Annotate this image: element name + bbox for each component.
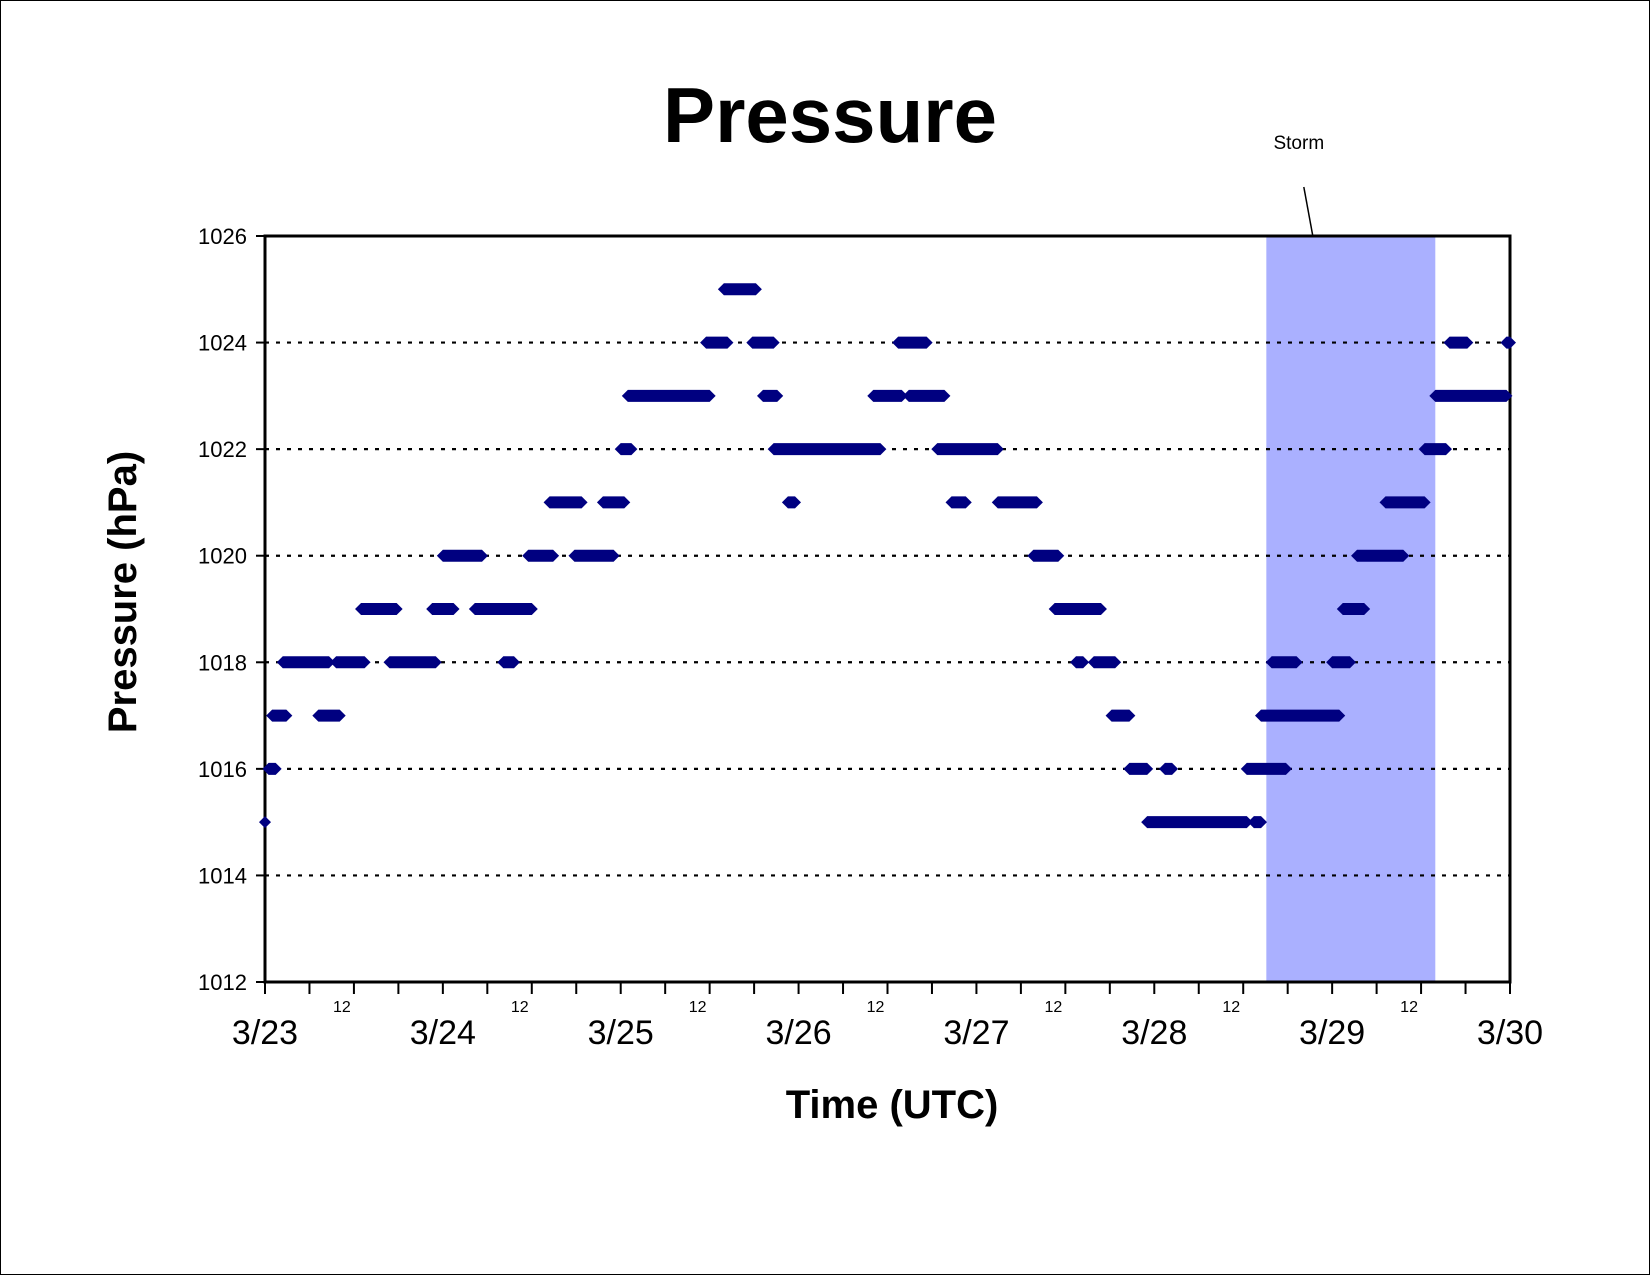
data-point-run [330,656,371,669]
data-point-run [355,603,403,615]
data-point-run [1158,762,1179,775]
x-noon-label: 12 [511,999,529,1016]
x-noon-label: 12 [867,999,885,1016]
x-noon-label: 12 [1222,999,1240,1016]
data-point-run [892,336,933,349]
y-tick-label: 1012 [198,970,247,995]
storm-label: Storm [1273,133,1324,154]
y-tick-label: 1018 [198,650,247,675]
data-point-run [614,443,638,456]
data-point-run [781,496,802,509]
data-point-run [262,762,282,775]
y-axis-title: Pressure (hPa) [101,451,145,733]
data-point-run [596,496,631,509]
data-point-run [1418,443,1452,456]
data-point [259,816,271,829]
x-date-label: 3/23 [232,1014,298,1052]
data-point-run [1141,816,1253,829]
data-point-run [522,549,560,562]
data-point-run [931,443,1004,456]
data-point-run [1027,549,1065,562]
data-point-run [266,709,293,722]
y-tick-label: 1016 [198,757,247,782]
data-point-run [312,709,346,722]
x-noon-label: 12 [1044,999,1062,1016]
data-point-run [1500,336,1516,349]
data-point-run [991,496,1043,509]
data-point-run [1123,762,1154,775]
data-point-run [383,656,442,669]
data-point-run [543,496,588,509]
x-date-label: 3/29 [1299,1014,1365,1052]
data-point-run [746,336,780,349]
x-date-label: 3/24 [410,1014,476,1052]
x-date-label: 3/30 [1477,1014,1543,1052]
data-point-run [1048,603,1107,615]
y-tick-label: 1020 [198,544,247,569]
data-point-run [1265,656,1303,669]
x-date-label: 3/27 [943,1014,1009,1052]
x-noon-label: 12 [1400,999,1418,1016]
data-point-run [468,603,538,615]
data-point-run [1336,603,1371,615]
x-date-label: 3/25 [588,1014,654,1052]
data-point-run [1429,389,1513,402]
storm-pointer-line [1303,186,1314,237]
data-point-run [1351,549,1410,562]
data-point-run [497,656,520,669]
data-point-run [945,496,972,509]
x-noon-label: 12 [689,999,707,1016]
data-point-run [1240,762,1292,775]
data-point-run [700,336,734,349]
y-tick-label: 1024 [198,331,247,356]
data-point-run [1379,496,1431,509]
data-point-run [867,389,908,402]
x-date-label: 3/28 [1121,1014,1187,1052]
data-point-run [426,603,460,615]
y-tick-label: 1026 [198,224,247,249]
chart-title: Pressure [663,71,997,159]
data-point-run [1070,656,1090,669]
y-tick-label: 1014 [198,863,247,888]
data-point-run [1443,336,1474,349]
data-point-run [1326,656,1356,669]
data-point-run [757,389,784,402]
data-point-run [1255,709,1346,722]
data-point-run [767,443,887,456]
data-point-run [568,549,620,562]
x-date-label: 3/26 [765,1014,831,1052]
x-axis-title: Time (UTC) [786,1083,999,1127]
data-point-run [1087,656,1122,669]
data-point-run [436,549,488,562]
data-point-run [1247,816,1267,829]
y-tick-label: 1022 [198,437,247,462]
data-point-run [902,389,951,402]
x-noon-label: 12 [333,999,351,1016]
data-point-run [621,389,716,402]
data-point-run [276,656,336,669]
data-point-run [1105,709,1136,722]
data-point-run [717,283,762,296]
